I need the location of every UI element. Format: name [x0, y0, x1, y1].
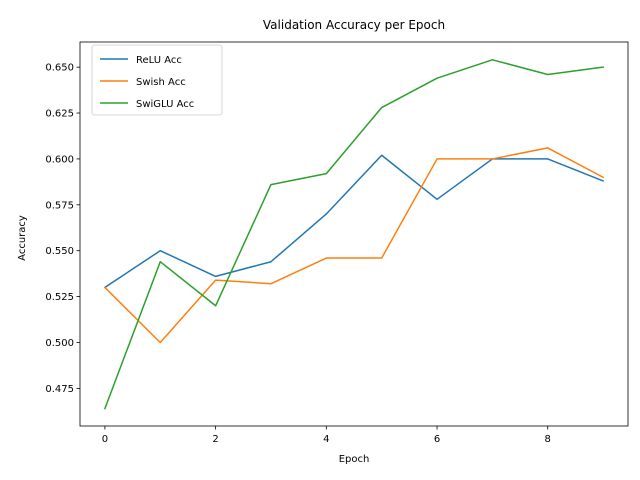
y-tick-label: 0.625 — [45, 109, 74, 120]
series-line-swish-acc — [103, 147, 605, 344]
legend-entry-label: SwiGLU Acc — [136, 99, 194, 110]
y-tick-label: 0.600 — [45, 154, 74, 165]
legend-entry-label: ReLU Acc — [136, 55, 182, 66]
y-tick-label: 0.475 — [45, 384, 74, 395]
x-tick-label: 8 — [545, 434, 551, 445]
y-tick-label: 0.525 — [45, 292, 74, 303]
x-tick-label: 2 — [212, 434, 218, 445]
x-tick-label: 4 — [323, 434, 329, 445]
y-tick-label: 0.550 — [45, 246, 74, 257]
series-line-relu-acc — [103, 154, 605, 289]
y-tick-label: 0.500 — [45, 338, 74, 349]
y-tick-label: 0.575 — [45, 200, 74, 211]
legend-box — [91, 44, 223, 116]
legend: ReLU Acc Swish Acc SwiGLU Acc — [91, 44, 223, 116]
x-axis-label: Epoch — [339, 454, 370, 465]
plot-area: 0 2 4 6 8 0.475 0.500 0.525 0.550 0.575 0.600 0.625… — [45, 41, 629, 445]
series-line-swiglu-acc — [103, 59, 604, 410]
axes-frame — [79, 41, 629, 427]
chart-title: Validation Accuracy per Epoch — [263, 18, 445, 32]
legend-entry-label: Swish Acc — [136, 77, 186, 88]
x-tick-label: 0 — [102, 434, 108, 445]
y-tick-label: 0.650 — [45, 63, 74, 74]
y-axis-label: Accuracy — [17, 215, 28, 261]
x-tick-label: 6 — [434, 434, 440, 445]
